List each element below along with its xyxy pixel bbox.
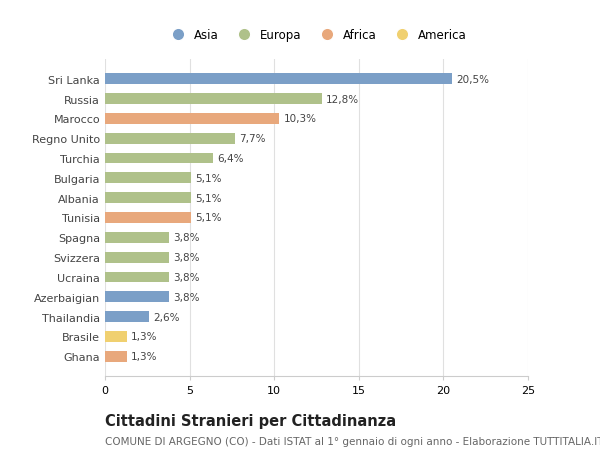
Text: 12,8%: 12,8% [326, 94, 359, 104]
Bar [105, 173, 191, 184]
Legend: Asia, Europa, Africa, America: Asia, Europa, Africa, America [162, 24, 471, 47]
Bar [105, 331, 127, 342]
Text: COMUNE DI ARGEGNO (CO) - Dati ISTAT al 1° gennaio di ogni anno - Elaborazione TU: COMUNE DI ARGEGNO (CO) - Dati ISTAT al 1… [105, 436, 600, 446]
Bar [105, 312, 149, 322]
Text: 5,1%: 5,1% [196, 193, 222, 203]
Bar [105, 351, 127, 362]
Text: 2,6%: 2,6% [153, 312, 180, 322]
Text: 6,4%: 6,4% [218, 154, 244, 164]
Bar [105, 252, 169, 263]
Bar [105, 232, 169, 243]
Bar [105, 74, 452, 85]
Bar [105, 94, 322, 105]
Text: 1,3%: 1,3% [131, 352, 158, 362]
Text: 3,8%: 3,8% [173, 292, 200, 302]
Text: 3,8%: 3,8% [173, 272, 200, 282]
Bar [105, 153, 213, 164]
Text: 20,5%: 20,5% [456, 74, 489, 84]
Text: 1,3%: 1,3% [131, 332, 158, 342]
Bar [105, 193, 191, 204]
Text: 10,3%: 10,3% [284, 114, 317, 124]
Text: 5,1%: 5,1% [196, 174, 222, 184]
Bar [105, 213, 191, 224]
Text: 7,7%: 7,7% [239, 134, 266, 144]
Bar [105, 292, 169, 302]
Text: Cittadini Stranieri per Cittadinanza: Cittadini Stranieri per Cittadinanza [105, 413, 396, 428]
Text: 3,8%: 3,8% [173, 233, 200, 243]
Bar [105, 272, 169, 283]
Bar [105, 114, 279, 124]
Text: 5,1%: 5,1% [196, 213, 222, 223]
Text: 3,8%: 3,8% [173, 252, 200, 263]
Bar [105, 134, 235, 144]
